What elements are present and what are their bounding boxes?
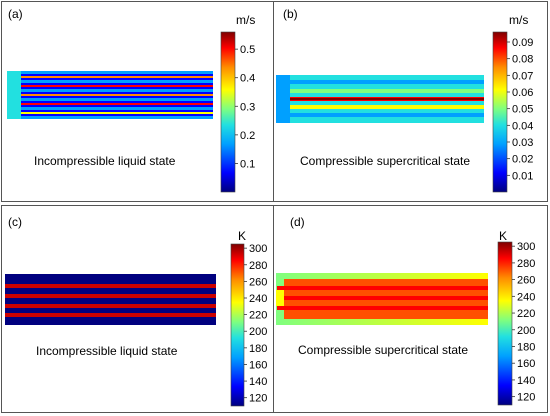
panel-caption: Compressible supercritical state [300, 154, 470, 168]
colorbar-tick-label: 0.09 [512, 37, 533, 49]
colorbar [230, 243, 245, 407]
colorbar [497, 241, 513, 406]
temperature-field-plot-c: (c) Incompressible liquid state K 120 140… [5, 215, 267, 407]
colorbar-tick-label: 280 [517, 258, 535, 270]
colorbar-tick-label: 180 [249, 343, 267, 355]
colorbar-tick-label: 200 [249, 326, 267, 338]
colorbar-tick-label: 260 [249, 276, 267, 288]
velocity-field-plot-a: (a) Incompressible liquid state m/s 0.10… [7, 7, 255, 193]
channel-contour [7, 71, 213, 119]
colorbar-tick-label: 280 [249, 260, 267, 272]
colorbar-tick-label: 0.08 [512, 54, 533, 66]
colorbar-unit: K [499, 229, 507, 243]
colorbar-tick-label: 180 [517, 341, 535, 353]
colorbar-tick-label: 220 [249, 310, 267, 322]
panel-label: (d) [290, 215, 305, 229]
colorbar-tick-label: 0.1 [240, 158, 255, 170]
colorbar [220, 31, 236, 193]
colorbar-tick-label: 0.01 [512, 170, 533, 182]
colorbar-tick-label: 300 [249, 243, 267, 255]
colorbar-tick-label: 0.05 [512, 104, 533, 116]
colorbar-tick-label: 220 [517, 308, 535, 320]
colorbar-tick-label: 160 [249, 359, 267, 371]
colorbar-tick-label: 0.06 [512, 87, 533, 99]
velocity-field-plot-b: (b) Compressible supercritical state m/s… [276, 7, 533, 193]
colorbar-tick-label: 0.4 [240, 73, 255, 85]
panel-caption: Incompressible liquid state [36, 344, 178, 358]
colorbar-tick-label: 120 [249, 393, 267, 405]
colorbar-tick-label: 160 [517, 358, 535, 370]
colorbar-unit: K [238, 229, 246, 243]
colorbar-tick-label: 240 [249, 293, 267, 305]
panel-d-temperature-supercritical: (d) Compressible supercritical state K 1… [273, 205, 548, 413]
panel-caption: Incompressible liquid state [34, 154, 176, 168]
colorbar-tick-label: 300 [517, 241, 535, 253]
colorbar-unit: m/s [236, 13, 255, 27]
panel-b-velocity-supercritical: (b) Compressible supercritical state m/s… [273, 1, 548, 202]
colorbar-tick-label: 120 [517, 392, 535, 404]
colorbar-tick-label: 260 [517, 275, 535, 287]
colorbar-unit: m/s [509, 13, 528, 27]
channel-contour [5, 274, 216, 325]
panel-label: (a) [8, 7, 23, 21]
colorbar-tick-label: 140 [249, 376, 267, 388]
panel-label: (c) [8, 215, 22, 229]
colorbar-ticks: 120 140 160 180 200 220 240 260 280 300 [244, 243, 267, 405]
colorbar-tick-label: 140 [517, 375, 535, 387]
channel-contour [276, 273, 488, 325]
colorbar [492, 31, 508, 193]
temperature-field-plot-d: (d) Compressible supercritical state K 1… [276, 215, 535, 406]
colorbar-tick-label: 240 [517, 291, 535, 303]
panel-label: (b) [283, 7, 298, 21]
panel-caption: Compressible supercritical state [298, 343, 468, 357]
colorbar-tick-label: 200 [517, 325, 535, 337]
colorbar-tick-label: 0.03 [512, 137, 533, 149]
channel-contour [276, 75, 484, 123]
colorbar-tick-label: 0.04 [512, 120, 533, 132]
panel-c-temperature-liquid: (c) Incompressible liquid state K 120 140… [1, 205, 274, 413]
colorbar-tick-label: 0.02 [512, 154, 533, 166]
colorbar-tick-label: 0.3 [240, 101, 255, 113]
colorbar-ticks: 0.01 0.02 0.03 0.04 0.05 0.06 0.07 0.08 0.09 [507, 37, 533, 182]
panel-a-velocity-liquid: (a) Incompressible liquid state m/s 0.1 0… [1, 1, 274, 202]
colorbar-ticks: 0.1 0.2 0.3 0.4 0.5 [235, 44, 255, 170]
colorbar-tick-label: 0.07 [512, 70, 533, 82]
colorbar-ticks: 120 140 160 180 200 220 240 260 280 300 [512, 241, 535, 404]
colorbar-tick-label: 0.5 [240, 44, 255, 56]
colorbar-tick-label: 0.2 [240, 130, 255, 142]
